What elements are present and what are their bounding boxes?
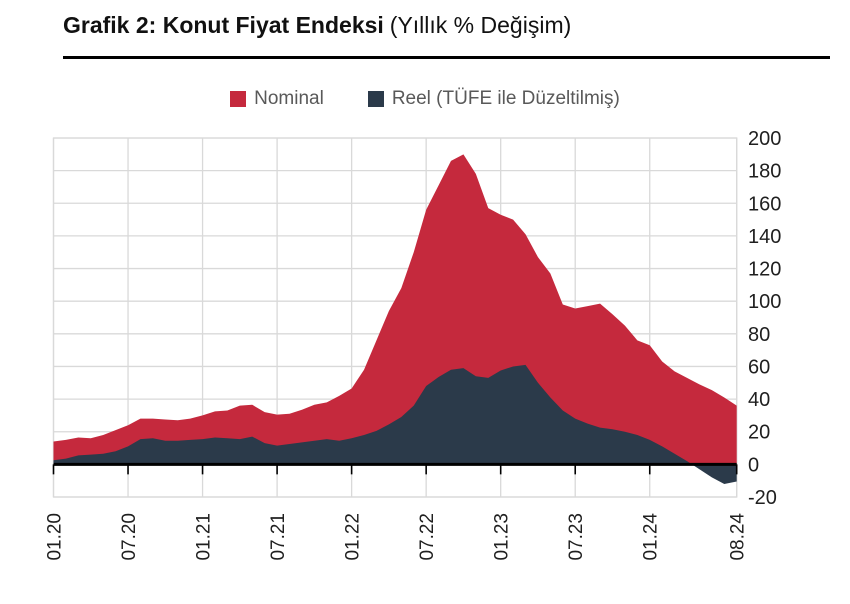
legend-label-nominal: Nominal	[254, 88, 324, 109]
x-tick-label: 01.24	[641, 513, 662, 561]
y-tick-label: 140	[748, 226, 781, 248]
legend-label-reel: Reel (TÜFE ile Düzeltilmiş)	[391, 88, 620, 109]
y-tick-label: 160	[748, 193, 781, 215]
x-tick-label: 07.21	[268, 513, 289, 561]
legend-item-reel: Reel (TÜFE ile Düzeltilmiş)	[367, 88, 620, 110]
plot-border	[52, 137, 738, 498]
x-tick-label: 07.22	[417, 513, 438, 561]
x-tick-label: 01.20	[45, 513, 66, 561]
y-tick-label: 80	[748, 324, 770, 346]
title-divider	[63, 56, 830, 59]
legend-swatch-reel	[367, 91, 384, 107]
y-tick-label: 0	[748, 454, 759, 476]
y-tick-label: 40	[748, 389, 770, 411]
chart-title-subtitle: (Yıllık % Değişim)	[389, 12, 572, 38]
legend: Nominal Reel (TÜFE ile Düzeltilmiş)	[0, 88, 850, 110]
x-tick-label: 01.22	[343, 513, 364, 561]
nominal-area	[53, 154, 737, 465]
y-tick-label: -20	[748, 487, 777, 509]
y-tick-label: 60	[748, 356, 770, 378]
x-tick-label: 07.20	[119, 513, 140, 561]
chart-title-main: Grafik 2: Konut Fiyat Endeksi	[63, 12, 384, 38]
y-tick-label: 180	[748, 161, 781, 183]
legend-swatch-nominal	[230, 91, 247, 107]
reel-area	[53, 364, 737, 484]
chart-title: Grafik 2: Konut Fiyat Endeksi (Yıllık % D…	[63, 12, 571, 39]
x-tick-label: 08.24	[728, 513, 749, 561]
y-tick-label: 200	[748, 128, 781, 150]
x-tick-label: 01.21	[194, 513, 215, 561]
y-tick-label: 120	[748, 259, 781, 281]
y-tick-label: 100	[748, 291, 781, 313]
legend-item-nominal: Nominal	[230, 88, 324, 110]
x-tick-label: 01.23	[492, 513, 513, 561]
y-tick-label: 20	[748, 422, 770, 444]
x-tick-label: 07.23	[566, 513, 587, 561]
